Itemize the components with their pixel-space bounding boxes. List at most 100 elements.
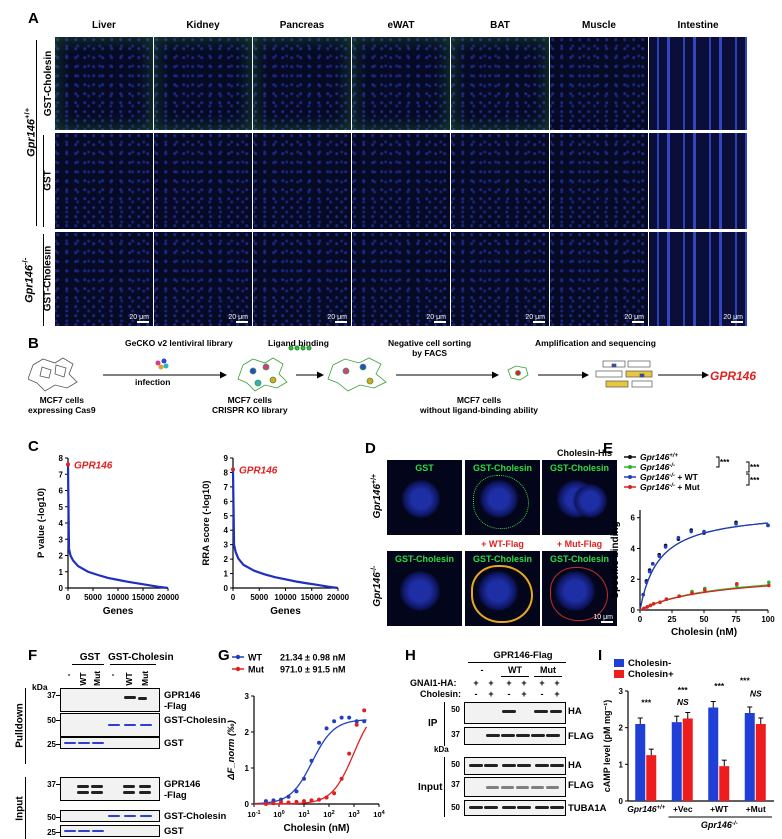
y-tick-label: 8 <box>224 468 229 477</box>
y-tick-label: 7 <box>59 470 64 479</box>
blot-band <box>486 786 499 789</box>
x-tick-label: 10-1 <box>247 810 260 819</box>
blot-band <box>517 806 531 809</box>
legend-entry: Gpr146-/- <box>640 462 675 472</box>
d-tile-caption: GST-Cholesin <box>549 554 609 564</box>
x-tick-label: 20000 <box>327 593 350 602</box>
blot-band <box>550 710 562 713</box>
data-point <box>645 605 649 609</box>
y-tick-label: 0 <box>245 800 250 809</box>
blot-band <box>546 734 560 737</box>
micrograph-tile <box>649 37 747 130</box>
panel-g-mst-chart: 0 1 2 3 10-1 100 101 102 103 104 Cholesin (nM) ΔF_n… <box>226 653 386 835</box>
rank-curve <box>231 469 339 590</box>
kda-tick <box>56 817 60 818</box>
kda-marker: 50 <box>451 705 460 714</box>
blot-band <box>502 710 516 713</box>
data-point <box>663 545 668 549</box>
h-row-label-cholesin: Cholesin: <box>420 689 462 699</box>
f-lane-label: WT <box>78 672 88 686</box>
y-tick-label: 2 <box>619 724 624 733</box>
h-kda-label: kDa <box>434 745 449 754</box>
scale-bar: 20 μm <box>228 314 248 323</box>
h-gnai1-sign: + <box>539 678 545 688</box>
genotype-divider <box>36 40 37 226</box>
blot-band <box>78 742 90 744</box>
x-tick-label: 100 <box>273 810 284 819</box>
blot-band <box>108 815 120 817</box>
x-tick-label: 10000 <box>274 593 297 602</box>
bar <box>708 707 719 801</box>
y-tick-label: 2 <box>631 575 636 584</box>
tissue-header-ewat: eWAT <box>387 20 415 31</box>
d-top-tile: GST <box>387 460 462 535</box>
section-bracket <box>25 777 26 839</box>
scale-bar: 10 μm <box>593 614 613 623</box>
plasmid-icon <box>155 358 169 370</box>
x-tick-label: 103 <box>348 810 359 819</box>
f-group-line <box>110 664 156 665</box>
micrograph-tile <box>154 37 252 130</box>
x-axis-label: Cholesin (nM) <box>283 823 349 834</box>
blot-band <box>484 764 498 767</box>
blot-band <box>123 785 135 788</box>
band-label: GST <box>164 826 184 837</box>
band-label: FLAG <box>568 780 594 791</box>
data-point <box>263 802 268 806</box>
y-tick-label: 1 <box>59 568 64 577</box>
x-category-label: +WT <box>710 804 729 814</box>
data-point <box>286 800 291 805</box>
x-tick-label: 5000 <box>250 593 268 602</box>
legend-swatch <box>614 670 624 678</box>
data-point <box>651 602 656 606</box>
workflow-diagram <box>27 345 709 392</box>
tissue-header-intestine: Intestine <box>677 20 719 31</box>
f-lane-label: - <box>111 669 115 679</box>
data-point <box>658 600 662 605</box>
sequencing-reads-icon <box>595 360 653 388</box>
data-point <box>734 522 738 526</box>
significance-stars: *** <box>750 476 760 485</box>
x-tick-label: 102 <box>323 810 334 819</box>
micrograph-tile <box>550 37 648 130</box>
section-bracket <box>444 702 445 746</box>
kda-marker: 50 <box>47 813 56 822</box>
y-tick-label: 2 <box>59 552 64 561</box>
data-point <box>362 719 367 724</box>
kda-tick <box>56 720 60 721</box>
panel-letter-c: C <box>28 438 39 455</box>
d-bottom-tile: GST-Cholesin 10 μm <box>542 551 617 626</box>
blot-band <box>535 806 549 809</box>
data-point <box>354 722 359 727</box>
scale-bar-label: 20 μm <box>426 314 446 321</box>
h-group-label: Mut <box>540 665 556 675</box>
blot-band <box>535 764 549 767</box>
data-point <box>324 726 329 731</box>
y-axis-label: RRA score (-log10) <box>201 480 212 565</box>
blot-band <box>501 734 515 737</box>
micrograph-tile <box>451 133 549 229</box>
blot-band <box>140 724 152 726</box>
f-lane-label: WT <box>124 672 134 686</box>
significance-stars: *** <box>720 458 730 467</box>
blot-band <box>108 724 120 726</box>
data-point <box>347 715 352 720</box>
band-label: GPR146 -Flag <box>164 690 201 712</box>
fit-curve <box>639 522 769 611</box>
band-label: GST-Cholesin <box>164 715 227 726</box>
micrograph-tile <box>550 133 648 229</box>
x-tick-label: 15000 <box>301 593 324 602</box>
panel-b-workflow <box>27 335 768 410</box>
section-label: Input <box>14 796 26 821</box>
blot-strip <box>464 777 566 797</box>
sorting-cells-icon <box>327 357 387 392</box>
scale-bar-label: 20 μm <box>525 314 545 321</box>
blot-band <box>534 710 548 713</box>
legend-name: WT <box>248 653 262 663</box>
f-group-line <box>72 664 104 665</box>
h-cholesin-sign: - <box>540 689 544 699</box>
blot-band <box>516 734 530 737</box>
h-gnai1-sign: + <box>521 678 527 688</box>
micrograph-tile <box>352 37 450 130</box>
b-step1-label: MCF7 cells expressing Cas9 <box>28 395 96 415</box>
